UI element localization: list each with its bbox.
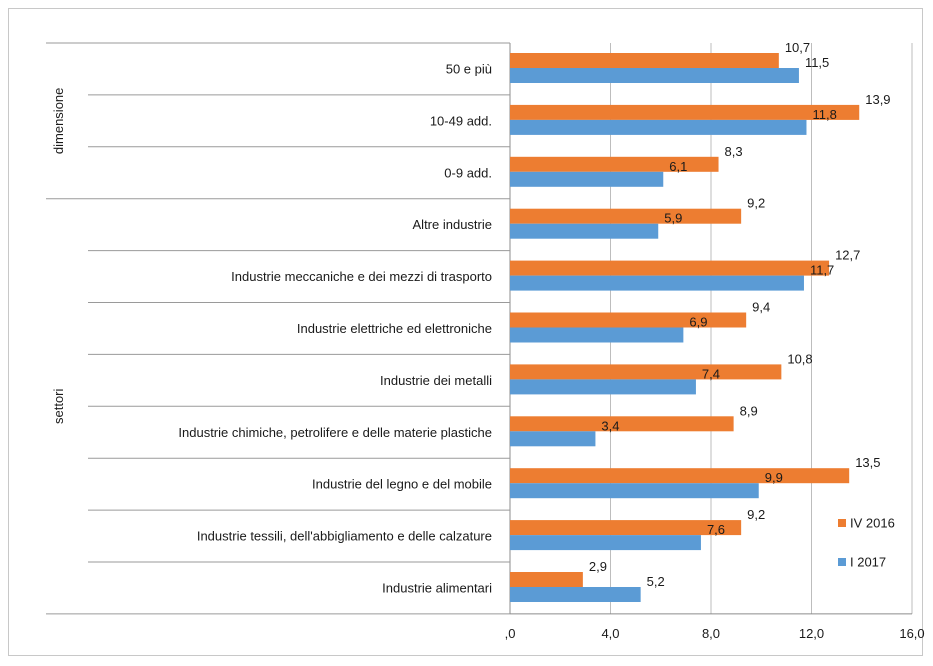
legend-swatch-iv-2016 [838,519,846,527]
bar-i-2017-1 [510,119,807,135]
value-label-iv-2016-8: 13,5 [855,455,880,470]
x-tick-label-1: 4,0 [601,626,619,641]
category-label-50-e-pi: 50 e più [446,61,492,76]
bar-iv-2016-6 [510,364,782,380]
value-label-i-2017-0: 11,5 [805,55,829,70]
legend-label-i-2017: I 2017 [850,555,886,570]
bar-iv-2016-3 [510,208,742,224]
value-label-i-2017-2: 6,1 [669,159,687,174]
group-label-dimensione: dimensione [51,88,66,155]
x-tick-label-0: ,0 [505,626,516,641]
bar-i-2017-0 [510,68,799,83]
category-label-industrie-chimiche-petrolifere-e-delle-materie-plastiche: Industrie chimiche, petrolifere e delle … [178,425,492,440]
category-label-industrie-meccaniche-e-dei-mezzi-di-trasporto: Industrie meccaniche e dei mezzi di tras… [231,269,492,284]
category-label-altre-industrie: Altre industrie [413,217,492,232]
bar-iv-2016-5 [510,312,747,328]
category-label-10-49-add: 10-49 add. [430,113,492,128]
bar-iv-2016-4 [510,260,830,276]
group-label-settori: settori [51,388,66,424]
value-label-iv-2016-7: 8,9 [740,403,758,418]
chart-frame [8,8,923,656]
bar-i-2017-9 [510,535,701,551]
value-label-i-2017-5: 6,9 [689,315,707,330]
legend-swatch-i-2017 [838,558,846,566]
category-label-industrie-alimentari: Industrie alimentari [382,580,492,595]
value-label-i-2017-1: 11,8 [812,107,836,122]
value-label-iv-2016-5: 9,4 [752,300,770,315]
bar-iv-2016-10 [510,572,583,587]
category-label-industrie-tessili-dell-abbigliamento-e-delle-calzature: Industrie tessili, dell'abbigliamento e … [197,529,492,544]
x-tick-label-3: 12,0 [799,626,824,641]
value-label-iv-2016-10: 2,9 [589,559,607,574]
bar-iv-2016-8 [510,468,850,484]
bar-i-2017-7 [510,431,596,447]
category-label-industrie-del-legno-e-del-mobile: Industrie del legno e del mobile [312,477,492,492]
value-label-i-2017-8: 9,9 [765,470,783,485]
category-label-industrie-dei-metalli: Industrie dei metalli [380,373,492,388]
category-label-0-9-add: 0-9 add. [444,165,492,180]
bar-i-2017-6 [510,379,696,395]
bar-iv-2016-7 [510,416,734,432]
bar-i-2017-5 [510,327,684,343]
bar-iv-2016-9 [510,520,742,536]
value-label-i-2017-9: 7,6 [707,522,725,537]
value-label-iv-2016-4: 12,7 [835,248,860,263]
legend-label-iv-2016: IV 2016 [850,516,895,531]
x-tick-label-4: 16,0 [899,626,924,641]
value-label-iv-2016-1: 13,9 [865,92,890,107]
value-label-i-2017-4: 11,7 [810,263,834,278]
bar-i-2017-4 [510,275,804,291]
value-label-i-2017-7: 3,4 [601,418,619,433]
bar-iv-2016-0 [510,53,779,68]
bar-iv-2016-1 [510,104,860,120]
value-label-iv-2016-0: 10,7 [785,40,810,55]
x-tick-label-2: 8,0 [702,626,720,641]
value-label-iv-2016-9: 9,2 [747,507,765,522]
bar-i-2017-3 [510,223,659,239]
category-label-industrie-elettriche-ed-elettroniche: Industrie elettriche ed elettroniche [297,321,492,336]
bar-iv-2016-2 [510,156,719,172]
value-label-i-2017-6: 7,4 [702,366,720,381]
value-label-i-2017-3: 5,9 [664,211,682,226]
bar-i-2017-10 [510,587,641,602]
value-label-iv-2016-2: 8,3 [725,144,743,159]
bar-i-2017-8 [510,483,759,499]
bar-i-2017-2 [510,171,664,187]
value-label-i-2017-10: 5,2 [647,574,665,589]
value-label-iv-2016-6: 10,8 [787,351,812,366]
value-label-iv-2016-3: 9,2 [747,196,765,211]
